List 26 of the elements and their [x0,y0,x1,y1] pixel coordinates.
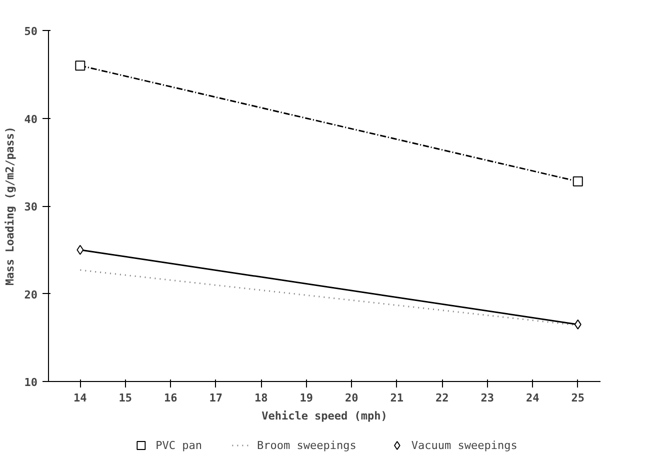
x-tick-label: 14 [74,392,88,404]
x-tick-label: 18 [254,392,268,404]
point [76,244,84,255]
x-tick-label: 19 [300,392,314,404]
x-tick-label: 25 [571,392,585,404]
y-tick-label: 30 [24,200,38,214]
legend-label: PVC pan [156,438,202,452]
point [574,319,582,330]
legend-label: Broom sweepings [257,438,356,452]
x-tick-label: 21 [390,392,404,404]
x-tick-label: 24 [526,392,540,404]
x-tick-label: 23 [480,392,494,404]
y-tick-label: 20 [24,288,38,302]
x-tick-label: 15 [118,392,132,404]
x-tick-label: 20 [345,392,358,404]
y-tick-label: 50 [24,25,38,38]
x-tick-label: 16 [164,392,178,404]
y-tick-label: 10 [24,376,38,389]
x-axis-title: Vehicle speed (mph) [262,410,388,422]
legend-label: Vacuum sweepings [411,438,518,452]
x-tick-label: 22 [436,392,449,404]
point [75,60,86,71]
x-tick-label: 17 [209,392,223,404]
y-axis-title: Mass Loading (g/m2/pass) [3,126,16,286]
point [572,176,583,186]
y-tick-label: 40 [24,112,38,126]
